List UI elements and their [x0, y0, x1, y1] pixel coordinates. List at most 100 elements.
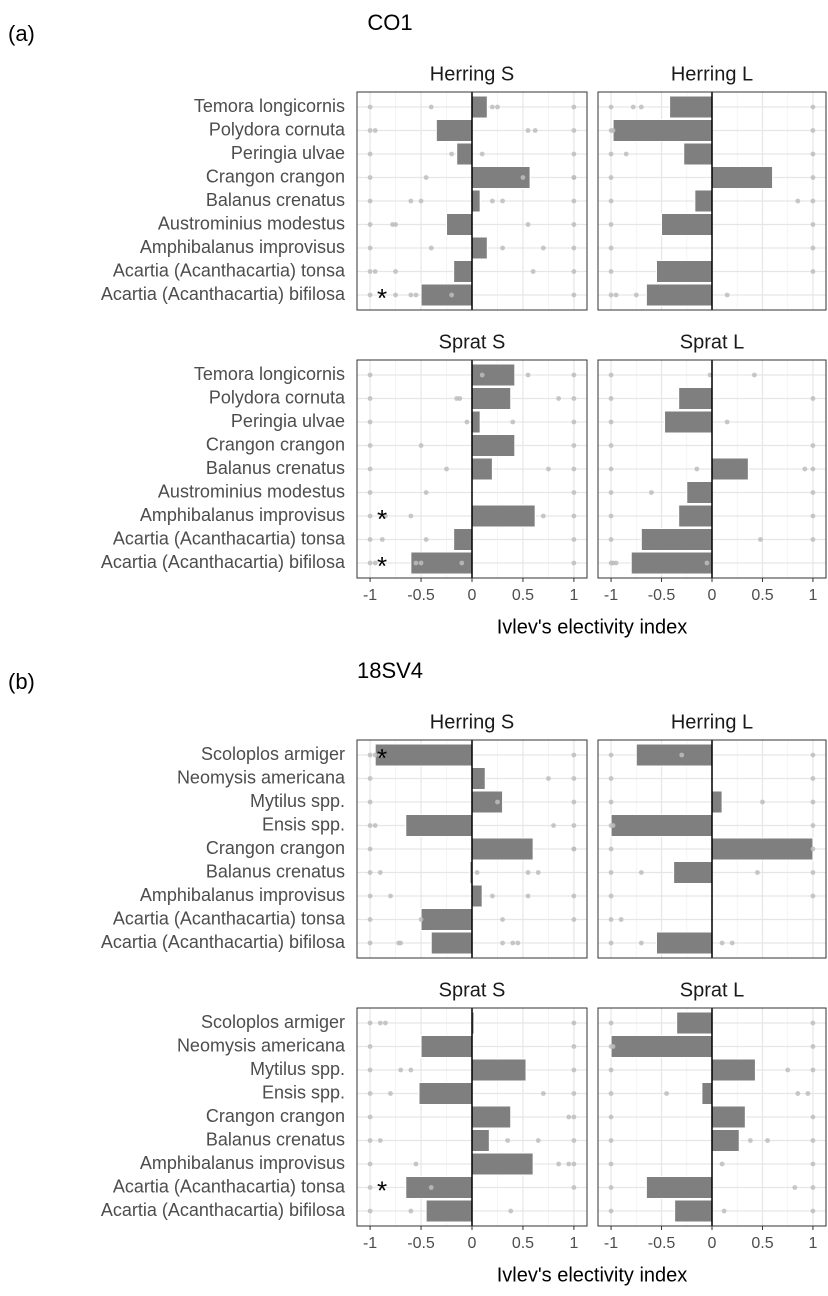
bar — [686, 481, 713, 504]
data-point — [608, 292, 614, 298]
strip-title: Sprat L — [680, 979, 744, 1001]
data-point — [408, 292, 414, 298]
data-point — [367, 537, 373, 542]
significance-marker: * — [377, 283, 387, 313]
data-point — [571, 1044, 577, 1049]
data-point — [571, 846, 577, 852]
data-point — [810, 1161, 816, 1167]
category-label: Acartia (Acanthacartia) bifilosa — [101, 284, 346, 304]
x-tick-label: 0.5 — [512, 1235, 534, 1252]
category-label: Mytilus spp. — [250, 1059, 345, 1079]
data-point — [372, 823, 378, 828]
data-point — [638, 104, 644, 110]
x-tick-label: 1 — [569, 1235, 578, 1252]
data-point — [608, 776, 614, 781]
strip-title: Herring L — [671, 711, 753, 733]
category-label: Crangon crangon — [206, 1106, 345, 1126]
category-label: Amphibalanus improvisus — [140, 505, 345, 525]
data-point — [408, 1067, 414, 1073]
data-point — [505, 1138, 511, 1143]
data-point — [608, 269, 614, 274]
data-point — [721, 1208, 727, 1214]
data-point — [571, 893, 577, 899]
data-point — [810, 198, 816, 204]
data-point — [393, 222, 398, 227]
data-point — [707, 372, 713, 378]
bar — [694, 189, 713, 213]
data-point — [379, 537, 385, 542]
data-point — [393, 269, 398, 274]
data-point — [765, 1138, 770, 1143]
data-point — [618, 917, 624, 922]
data-point — [423, 175, 429, 180]
data-point — [610, 823, 616, 828]
data-point — [608, 1020, 614, 1026]
data-point — [571, 269, 577, 274]
data-point — [571, 292, 577, 298]
data-point — [367, 104, 373, 110]
data-point — [724, 419, 730, 425]
data-point — [608, 1185, 614, 1190]
bar — [645, 283, 713, 307]
bar — [405, 814, 473, 837]
data-point — [367, 799, 373, 805]
category-label: Acartia (Acanthacartia) bifilosa — [101, 552, 346, 572]
data-point — [367, 940, 373, 946]
significance-marker: * — [377, 551, 387, 581]
category-label: Balanus crenatus — [206, 1129, 345, 1149]
data-point — [377, 752, 383, 758]
data-point — [810, 537, 816, 542]
data-point — [367, 1208, 373, 1214]
category-label: Temora longicornis — [194, 96, 345, 116]
bar — [471, 457, 493, 481]
data-point — [367, 1020, 373, 1026]
bar — [711, 457, 749, 481]
data-point — [500, 940, 505, 946]
bar — [471, 837, 534, 861]
x-tick-label: -1 — [604, 587, 618, 604]
data-point — [367, 269, 373, 274]
data-point — [810, 776, 816, 781]
data-point — [608, 893, 614, 899]
data-point — [418, 560, 424, 566]
bar — [471, 363, 516, 387]
data-point — [372, 560, 378, 566]
data-point — [810, 443, 816, 448]
x-tick-label: 0.5 — [751, 587, 773, 604]
data-point — [367, 1161, 373, 1167]
data-point — [372, 269, 378, 274]
data-point — [571, 1091, 577, 1096]
bar — [471, 504, 536, 528]
panel-border — [597, 739, 827, 959]
data-point — [510, 419, 516, 425]
data-point — [810, 1138, 816, 1143]
bar — [678, 387, 713, 410]
data-point — [747, 1138, 753, 1143]
data-point — [810, 128, 816, 133]
data-point — [535, 870, 541, 875]
data-point — [367, 396, 373, 401]
data-point — [802, 466, 808, 472]
data-point — [367, 222, 373, 227]
data-point — [377, 1020, 383, 1026]
category-label: Scoloplos armiger — [201, 1012, 345, 1032]
data-point — [418, 198, 424, 204]
data-point — [571, 1114, 577, 1120]
data-point — [810, 870, 816, 875]
data-point — [367, 823, 373, 828]
x-tick-label: -1 — [363, 587, 377, 604]
data-point — [428, 104, 434, 110]
data-point — [571, 1161, 577, 1167]
bar — [418, 1082, 473, 1105]
data-point — [704, 560, 710, 566]
data-point — [566, 1161, 572, 1167]
data-point — [459, 560, 465, 566]
data-point — [571, 752, 577, 758]
data-point — [367, 490, 373, 495]
data-point — [428, 245, 434, 251]
data-point — [608, 799, 614, 805]
data-point — [520, 175, 526, 180]
data-point — [367, 917, 373, 922]
category-label: Crangon crangon — [206, 166, 345, 186]
